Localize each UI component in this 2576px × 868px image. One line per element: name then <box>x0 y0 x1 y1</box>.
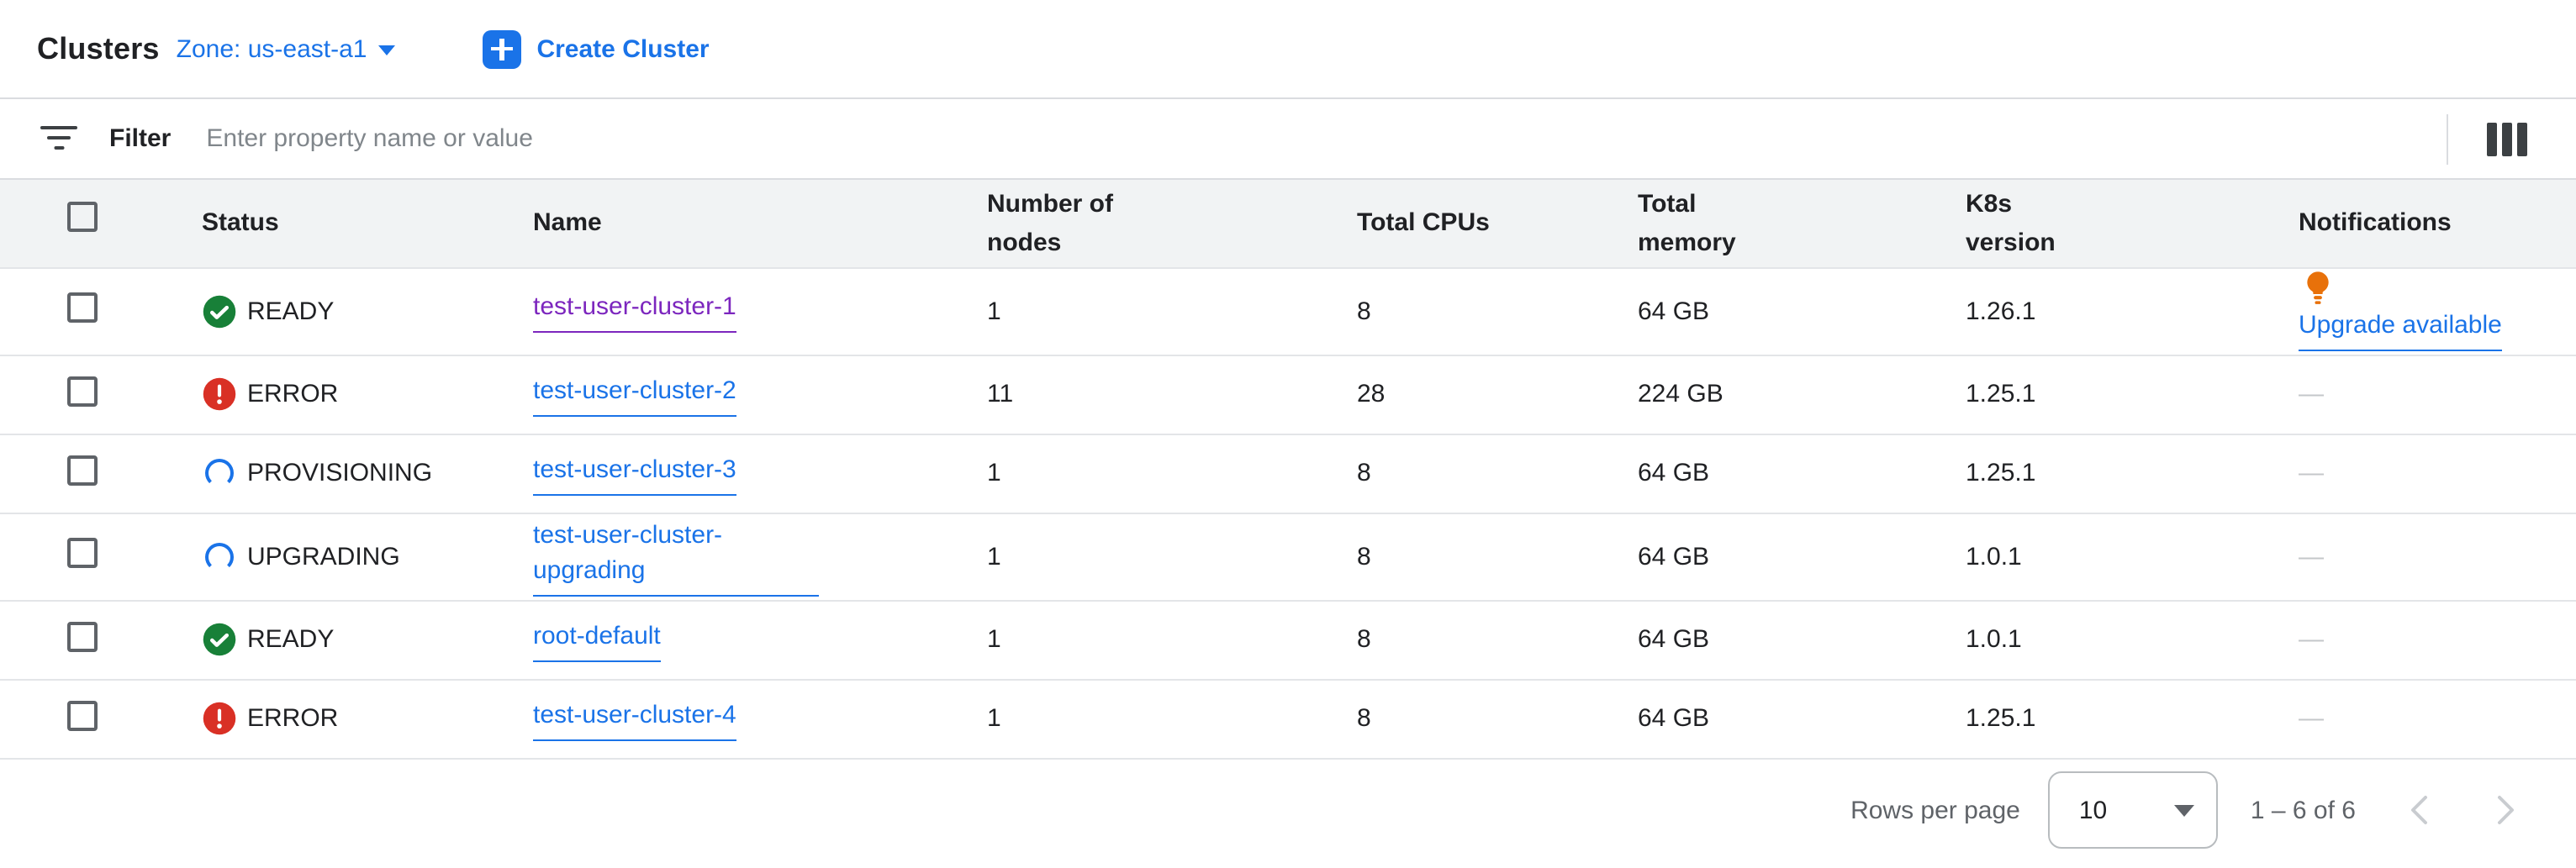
notification-empty-dash: — <box>2299 459 2324 487</box>
clusters-table: Status Name Number of nodes Total CPUs T… <box>0 180 2576 759</box>
provisioning-spinner-icon <box>205 459 234 487</box>
cluster-name-link[interactable]: test-user-cluster-1 <box>533 289 736 333</box>
table-row: READY root-default 1 8 64 GB 1.0.1 — <box>0 600 2576 679</box>
nodes-value: 1 <box>987 625 1001 654</box>
notification-empty-dash: — <box>2299 625 2324 654</box>
nodes-value: 1 <box>987 297 1001 325</box>
memory-value: 64 GB <box>1638 297 1710 325</box>
cpus-value: 8 <box>1357 459 1371 487</box>
memory-value: 64 GB <box>1638 625 1710 654</box>
divider <box>2447 113 2448 164</box>
zone-selector[interactable]: Zone: us-east-a1 <box>177 34 396 63</box>
view-columns-icon <box>2486 122 2528 155</box>
status-label: PROVISIONING <box>247 459 433 487</box>
table-header-row: Status Name Number of nodes Total CPUs T… <box>0 180 2576 267</box>
table-row: ERROR test-user-cluster-4 1 8 64 GB 1.25… <box>0 679 2576 758</box>
rows-per-page-select[interactable]: 10 <box>2048 771 2219 849</box>
memory-value: 64 GB <box>1638 459 1710 487</box>
status-label: READY <box>247 297 335 325</box>
select-all-checkbox[interactable] <box>67 202 98 233</box>
rows-per-page-label: Rows per page <box>1850 796 2020 824</box>
cpus-value: 8 <box>1357 542 1371 571</box>
notification-empty-dash: — <box>2299 542 2324 571</box>
zone-selector-label: Zone: us-east-a1 <box>176 34 367 63</box>
nodes-value: 1 <box>987 542 1001 571</box>
upgrade-available-link[interactable]: Upgrade available <box>2299 308 2502 351</box>
ready-icon <box>203 294 236 328</box>
row-checkbox[interactable] <box>67 292 98 323</box>
row-checkbox[interactable] <box>67 455 98 485</box>
cpus-value: 8 <box>1357 625 1371 654</box>
cluster-name-link[interactable]: test-user-cluster-2 <box>533 372 736 416</box>
page-title: Clusters <box>37 31 160 65</box>
nodes-value: 1 <box>987 704 1001 733</box>
create-cluster-label: Create Cluster <box>536 34 710 63</box>
column-header-status: Status <box>202 208 279 238</box>
dropdown-caret-icon <box>2174 804 2195 816</box>
pagination-prev-button[interactable] <box>2398 790 2438 830</box>
chevron-down-icon <box>378 45 396 55</box>
k8s-version-value: 1.26.1 <box>1966 297 2036 325</box>
nodes-value: 1 <box>987 459 1001 487</box>
column-header-memory: Total memory <box>1638 189 1736 257</box>
table-row: ERROR test-user-cluster-2 11 28 224 GB 1… <box>0 355 2576 434</box>
create-cluster-button[interactable]: Create Cluster <box>483 29 710 68</box>
cluster-name-link[interactable]: test-user-cluster-4 <box>533 697 736 740</box>
notification-empty-dash: — <box>2299 704 2324 733</box>
error-icon <box>203 702 236 735</box>
upgrading-spinner-icon <box>205 542 234 571</box>
k8s-version-value: 1.0.1 <box>1966 625 2022 654</box>
column-display-options-button[interactable] <box>2478 110 2536 167</box>
pagination-range: 1 – 6 of 6 <box>2250 796 2356 824</box>
status-label: UPGRADING <box>247 542 400 571</box>
cpus-value: 8 <box>1357 297 1371 325</box>
column-header-notifications: Notifications <box>2299 208 2452 238</box>
filter-bar: Filter <box>0 99 2576 180</box>
column-header-cpus: Total CPUs <box>1357 208 1490 238</box>
cpus-value: 8 <box>1357 704 1371 733</box>
row-checkbox[interactable] <box>67 538 98 568</box>
plus-icon <box>483 29 522 68</box>
lightbulb-icon <box>2307 271 2329 304</box>
status-label: ERROR <box>247 704 339 733</box>
memory-value: 224 GB <box>1638 380 1723 408</box>
table-row: PROVISIONING test-user-cluster-3 1 8 64 … <box>0 434 2576 513</box>
status-label: READY <box>247 625 335 654</box>
memory-value: 64 GB <box>1638 704 1710 733</box>
filter-label: Filter <box>109 124 172 153</box>
ready-icon <box>203 623 236 656</box>
k8s-version-value: 1.0.1 <box>1966 542 2022 571</box>
column-header-nodes: Number of nodes <box>987 189 1113 257</box>
page-header: Clusters Zone: us-east-a1 Create Cluster <box>0 0 2576 99</box>
cpus-value: 28 <box>1357 380 1386 408</box>
rows-per-page-value: 10 <box>2078 796 2108 824</box>
column-header-k8s-version: K8s version <box>1966 189 2056 257</box>
table-row: READY test-user-cluster-1 1 8 64 GB 1.26… <box>0 267 2576 355</box>
row-checkbox[interactable] <box>67 700 98 730</box>
cluster-name-link[interactable]: root-default <box>533 618 661 661</box>
chevron-left-icon <box>2410 796 2426 824</box>
cluster-name-link[interactable]: test-user-cluster-upgrading <box>533 517 819 596</box>
row-checkbox[interactable] <box>67 621 98 651</box>
k8s-version-value: 1.25.1 <box>1966 459 2036 487</box>
k8s-version-value: 1.25.1 <box>1966 380 2036 408</box>
notification-empty-dash: — <box>2299 380 2324 408</box>
column-header-name: Name <box>533 208 602 238</box>
chevron-right-icon <box>2497 796 2513 824</box>
table-pagination: Rows per page 10 1 – 6 of 6 <box>0 759 2576 868</box>
filter-input[interactable] <box>203 123 2426 155</box>
cluster-name-link[interactable]: test-user-cluster-3 <box>533 451 736 495</box>
nodes-value: 11 <box>987 380 1014 408</box>
status-label: ERROR <box>247 380 339 408</box>
error-icon <box>203 377 236 411</box>
filter-icon <box>40 125 77 152</box>
row-checkbox[interactable] <box>67 376 98 406</box>
k8s-version-value: 1.25.1 <box>1966 704 2036 733</box>
table-row: UPGRADING test-user-cluster-upgrading 1 … <box>0 513 2576 600</box>
memory-value: 64 GB <box>1638 542 1710 571</box>
pagination-next-button[interactable] <box>2485 790 2526 830</box>
